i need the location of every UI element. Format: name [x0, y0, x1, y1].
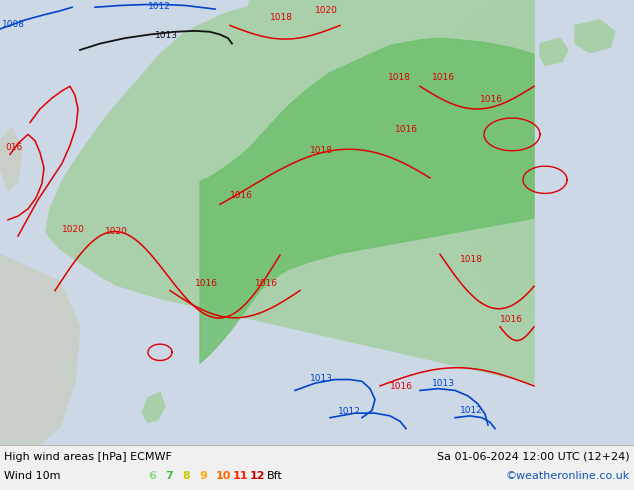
Text: 1012: 1012: [148, 2, 171, 11]
Text: Wind 10m: Wind 10m: [4, 471, 60, 481]
Polygon shape: [470, 109, 534, 318]
Polygon shape: [440, 0, 534, 109]
Text: 1018: 1018: [460, 254, 483, 264]
Polygon shape: [0, 127, 22, 191]
Text: 1016: 1016: [432, 73, 455, 82]
Polygon shape: [0, 254, 80, 445]
Text: 1016: 1016: [255, 279, 278, 288]
Polygon shape: [540, 38, 568, 65]
Text: 1016: 1016: [500, 316, 523, 324]
Text: 10: 10: [216, 471, 231, 481]
Text: High wind areas [hPa] ECMWF: High wind areas [hPa] ECMWF: [4, 452, 172, 462]
Text: 9: 9: [199, 471, 207, 481]
Text: 1016: 1016: [395, 124, 418, 134]
Text: 11: 11: [233, 471, 249, 481]
Text: 1016: 1016: [195, 279, 218, 288]
Polygon shape: [0, 0, 634, 445]
Text: 7: 7: [165, 471, 172, 481]
Polygon shape: [200, 38, 534, 363]
Text: 1020: 1020: [62, 224, 85, 234]
Text: 1013: 1013: [155, 31, 178, 40]
Text: 1018: 1018: [270, 13, 293, 22]
Text: 1018: 1018: [388, 73, 411, 82]
Text: 1012: 1012: [338, 407, 361, 416]
Polygon shape: [575, 20, 615, 52]
Text: 1013: 1013: [310, 374, 333, 383]
Text: 1020: 1020: [105, 227, 128, 236]
Text: 1016: 1016: [390, 382, 413, 391]
Text: 1013: 1013: [432, 379, 455, 388]
Text: 016: 016: [5, 143, 22, 152]
Polygon shape: [142, 392, 165, 422]
Text: 1012: 1012: [460, 406, 483, 415]
Text: 1016: 1016: [480, 95, 503, 104]
Text: ©weatheronline.co.uk: ©weatheronline.co.uk: [506, 471, 630, 481]
Text: 6: 6: [148, 471, 156, 481]
Text: 1020: 1020: [315, 6, 338, 15]
Text: 1016: 1016: [230, 191, 253, 200]
Text: 1018: 1018: [310, 146, 333, 154]
Text: 12: 12: [250, 471, 266, 481]
Polygon shape: [46, 0, 534, 383]
Text: 1008: 1008: [2, 20, 25, 29]
Text: 8: 8: [182, 471, 190, 481]
Text: Sa 01-06-2024 12:00 UTC (12+24): Sa 01-06-2024 12:00 UTC (12+24): [437, 452, 630, 462]
Text: Bft: Bft: [267, 471, 283, 481]
